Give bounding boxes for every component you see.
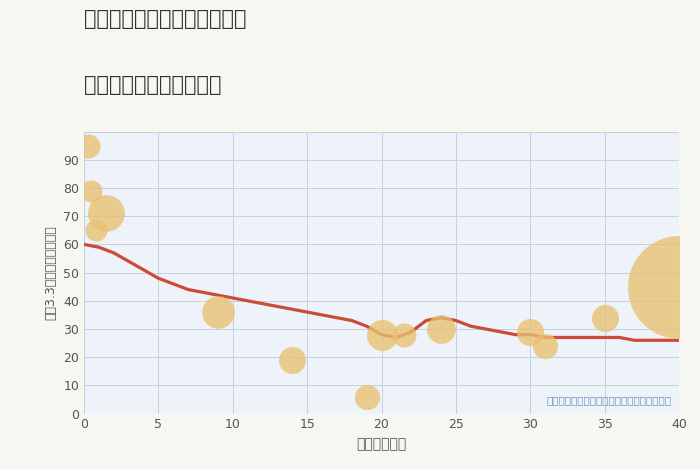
Point	[525, 328, 536, 336]
Point	[540, 342, 551, 350]
Text: 築年数別中古戸建て価格: 築年数別中古戸建て価格	[84, 75, 221, 95]
Point	[673, 283, 685, 290]
Point	[101, 210, 112, 217]
Point	[599, 314, 610, 321]
Point	[287, 356, 298, 364]
Point	[361, 393, 372, 400]
X-axis label: 築年数（年）: 築年数（年）	[356, 437, 407, 451]
Point	[86, 187, 97, 195]
Point	[90, 227, 101, 234]
Text: 兵庫県たつの市龍野町島田の: 兵庫県たつの市龍野町島田の	[84, 9, 246, 30]
Point	[435, 325, 447, 333]
Point	[376, 331, 387, 338]
Point	[212, 308, 223, 316]
Point	[83, 142, 94, 149]
Y-axis label: 坪（3.3㎡）単価（万円）: 坪（3.3㎡）単価（万円）	[45, 225, 57, 320]
Point	[398, 331, 409, 338]
Text: 円の大きさは、取引のあった物件面積を示す: 円の大きさは、取引のあった物件面積を示す	[547, 395, 671, 405]
